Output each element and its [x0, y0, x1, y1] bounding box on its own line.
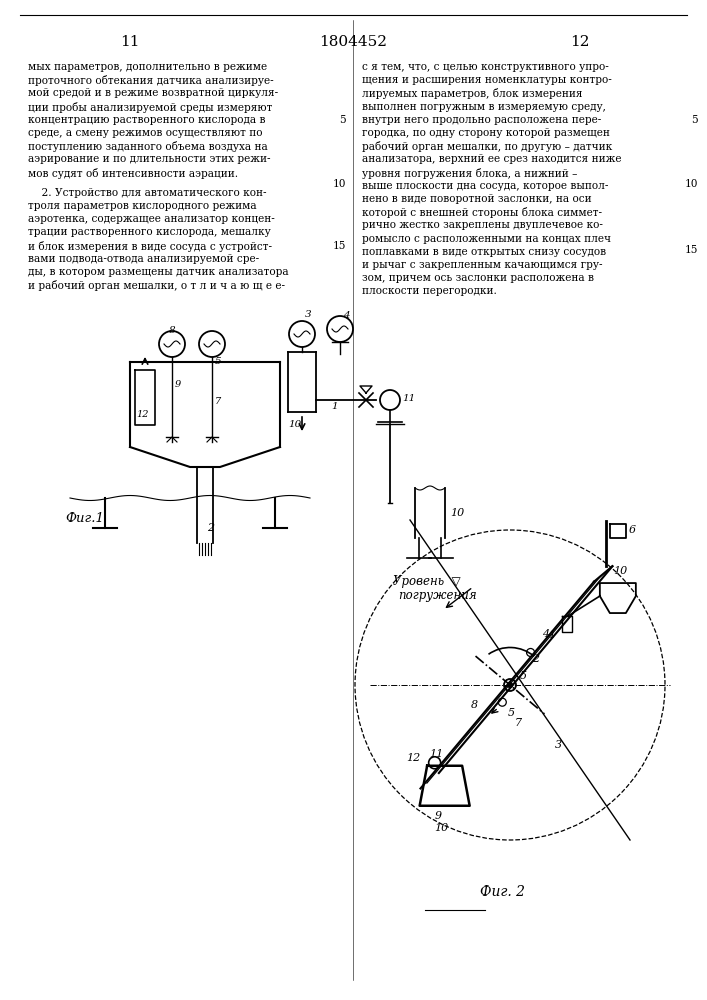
Text: 15: 15	[684, 245, 698, 255]
Text: 8: 8	[169, 326, 175, 335]
Text: среде, а смену режимов осуществляют по: среде, а смену режимов осуществляют по	[28, 128, 262, 138]
Text: 7: 7	[215, 397, 221, 406]
Text: 11: 11	[120, 35, 140, 49]
Text: уровня погружения блока, а нижний –: уровня погружения блока, а нижний –	[362, 168, 578, 179]
Text: ды, в котором размещены датчик анализатора: ды, в котором размещены датчик анализато…	[28, 267, 288, 277]
Text: аэротенка, содержащее анализатор концен-: аэротенка, содержащее анализатор концен-	[28, 214, 275, 224]
Text: мых параметров, дополнительно в режиме: мых параметров, дополнительно в режиме	[28, 62, 267, 72]
Text: рабочий орган мешалки, по другую – датчик: рабочий орган мешалки, по другую – датчи…	[362, 141, 612, 152]
Text: которой с внешней стороны блока симмет-: которой с внешней стороны блока симмет-	[362, 207, 602, 218]
Text: Уровень  ▽: Уровень ▽	[393, 575, 461, 588]
Text: 10: 10	[450, 508, 464, 518]
Text: плоскости перегородки.: плоскости перегородки.	[362, 286, 497, 296]
Text: и рычаг с закрепленным качающимся гру-: и рычаг с закрепленным качающимся гру-	[362, 260, 602, 270]
Text: и блок измерения в виде сосуда с устройст-: и блок измерения в виде сосуда с устройс…	[28, 241, 272, 252]
Text: 4: 4	[343, 311, 350, 320]
Text: выполнен погружным в измеряемую среду,: выполнен погружным в измеряемую среду,	[362, 102, 606, 112]
Text: мов судят об интенсивности аэрации.: мов судят об интенсивности аэрации.	[28, 168, 238, 179]
Text: внутри него продольно расположена пере-: внутри него продольно расположена пере-	[362, 115, 601, 125]
Text: нено в виде поворотной заслонки, на оси: нено в виде поворотной заслонки, на оси	[362, 194, 592, 204]
Text: 5: 5	[520, 671, 527, 681]
Text: городка, по одну сторону которой размещен: городка, по одну сторону которой размеще…	[362, 128, 610, 138]
Text: 1: 1	[549, 630, 556, 640]
Text: 9: 9	[435, 811, 442, 821]
Text: 8: 8	[471, 700, 478, 710]
Text: Фиг.1: Фиг.1	[65, 512, 104, 525]
Text: Фиг. 2: Фиг. 2	[480, 885, 525, 899]
Text: ромысло с расположенными на концах плеч: ромысло с расположенными на концах плеч	[362, 234, 611, 244]
Text: 3: 3	[555, 740, 562, 750]
Text: лируемых параметров, блок измерения: лируемых параметров, блок измерения	[362, 88, 583, 99]
Text: 10: 10	[288, 420, 301, 429]
Text: щения и расширения номенклатуры контро-: щения и расширения номенклатуры контро-	[362, 75, 612, 85]
Text: 4: 4	[542, 629, 549, 639]
Text: вами подвода-отвода анализируемой сре-: вами подвода-отвода анализируемой сре-	[28, 254, 259, 264]
Text: с я тем, что, с целью конструктивного упро-: с я тем, что, с целью конструктивного уп…	[362, 62, 609, 72]
Text: выше плоскости дна сосуда, которое выпол-: выше плоскости дна сосуда, которое выпол…	[362, 181, 609, 191]
Text: 3: 3	[305, 310, 312, 319]
Text: 10: 10	[684, 179, 698, 189]
Text: анализатора, верхний ее срез находится ниже: анализатора, верхний ее срез находится н…	[362, 154, 621, 164]
Text: проточного обтекания датчика анализируе-: проточного обтекания датчика анализируе-	[28, 75, 274, 86]
Text: 12: 12	[136, 410, 148, 419]
Text: 5: 5	[508, 708, 515, 718]
Text: трации растворенного кислорода, мешалку: трации растворенного кислорода, мешалку	[28, 227, 271, 237]
Text: 10: 10	[332, 179, 346, 189]
Text: поплавками в виде открытых снизу сосудов: поплавками в виде открытых снизу сосудов	[362, 247, 606, 257]
Text: 2: 2	[207, 523, 214, 533]
Text: 5: 5	[691, 115, 698, 125]
Text: 2: 2	[532, 654, 539, 664]
Text: мой средой и в режиме возвратной циркуля-: мой средой и в режиме возвратной циркуля…	[28, 88, 278, 98]
Text: 5: 5	[215, 357, 221, 366]
Text: и рабочий орган мешалки, о т л и ч а ю щ е е-: и рабочий орган мешалки, о т л и ч а ю щ…	[28, 280, 285, 291]
Text: погружения: погружения	[398, 589, 477, 602]
Text: ции пробы анализируемой среды измеряют: ции пробы анализируемой среды измеряют	[28, 102, 272, 113]
Text: 1804452: 1804452	[319, 35, 387, 49]
Text: рично жестко закреплены двуплечевое ко-: рично жестко закреплены двуплечевое ко-	[362, 220, 603, 230]
Text: 10: 10	[435, 823, 449, 833]
Circle shape	[508, 682, 513, 688]
Text: 11: 11	[402, 394, 415, 403]
Text: 7: 7	[514, 718, 521, 728]
Text: 11: 11	[429, 749, 443, 759]
Text: 12: 12	[407, 753, 421, 763]
Text: поступлению заданного объема воздуха на: поступлению заданного объема воздуха на	[28, 141, 268, 152]
Text: 12: 12	[571, 35, 590, 49]
Text: концентрацию растворенного кислорода в: концентрацию растворенного кислорода в	[28, 115, 266, 125]
Text: 1: 1	[331, 402, 338, 411]
Text: 9: 9	[175, 380, 181, 389]
Text: 6: 6	[629, 525, 636, 535]
Text: троля параметров кислородного режима: троля параметров кислородного режима	[28, 201, 257, 211]
Text: 15: 15	[332, 241, 346, 251]
Text: аэрирование и по длительности этих режи-: аэрирование и по длительности этих режи-	[28, 154, 271, 164]
Text: 10: 10	[613, 566, 627, 576]
Text: 5: 5	[339, 115, 346, 125]
Text: зом, причем ось заслонки расположена в: зом, причем ось заслонки расположена в	[362, 273, 594, 283]
Text: 2. Устройство для автоматического кон-: 2. Устройство для автоматического кон-	[28, 188, 267, 198]
